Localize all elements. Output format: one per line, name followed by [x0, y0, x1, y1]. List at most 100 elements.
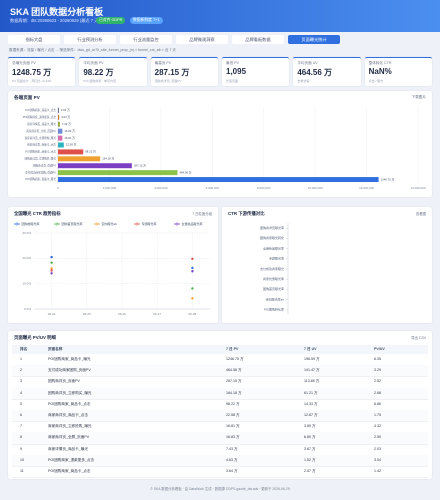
y-tick-label: POI团购商家_退款更多_点击: [23, 115, 57, 119]
table-cell: 11: [20, 469, 24, 473]
table-cell: 商家商详页_立即抢购_曝光: [48, 424, 92, 429]
y-tick-label: POI团购商家_商品卡_点击: [25, 108, 56, 112]
table-cell: 支付成功商家团购_页面PV: [48, 368, 91, 373]
tab[interactable]: 页面曝光统计: [288, 35, 340, 44]
kpi-label: 最低 PV: [226, 61, 239, 65]
table-cell: 98.22 万: [226, 401, 240, 406]
x-tick-label: 06-25: [83, 312, 91, 316]
table-cell: 12.87 万: [304, 413, 318, 417]
chart-action[interactable]: 下载图片: [411, 95, 426, 99]
x-tick-label: 14,000,000: [410, 186, 425, 190]
bar: [58, 177, 379, 183]
y-tick-label: 团购商详页_页面PV: [33, 163, 56, 167]
column-header: 排名: [20, 347, 28, 351]
category-label: 全量新品曝光率: [263, 245, 284, 250]
point: [191, 266, 194, 270]
table-cell: 6.80 万: [304, 435, 316, 440]
chart-title: 全国曝光 CTR 趋势指标: [14, 211, 61, 216]
x-tick-label: 06-26: [118, 312, 126, 316]
table-action[interactable]: 导出 CSV: [411, 336, 426, 340]
bar: [58, 156, 101, 162]
table-cell: 3.29: [374, 368, 381, 373]
x-tick-label: 0: [57, 186, 59, 190]
table-cell: POI团购商家_商品卡_点击: [48, 401, 91, 406]
kpi-value: 98.22 万: [83, 68, 114, 77]
table-cell: POI团购商家_退款更多_点击: [48, 457, 95, 462]
y-tick-label: POI团购商家_商品卡_曝光: [25, 177, 56, 181]
table-cell: 商家详情页_商品卡_曝光: [48, 446, 88, 451]
kpi-value: 1248.75 万: [12, 68, 52, 77]
point: [50, 255, 53, 259]
value-label: 287.15 万: [134, 163, 146, 167]
header: SKA 团队数据分析看板 数据周期：dts:20260623 - 20260629…: [0, 0, 440, 32]
table-cell: 商家商详页_商品卡_点击: [48, 413, 88, 417]
legend-marker: [135, 222, 139, 226]
x-tick-label: 10,000,000: [308, 186, 323, 190]
bar: [58, 142, 64, 148]
point: [191, 270, 194, 273]
panel-action[interactable]: 查看图: [415, 212, 426, 216]
y-tick-label: 20.0%: [22, 256, 31, 260]
header-badge: 数据新鲜度 T+1: [130, 16, 163, 24]
panel: CTR 下游传播对比 查看图 团购商详页曝光率 团购商家曝光转化 全量新品曝光率 专题曝光…: [222, 207, 432, 323]
kpi-label: 平均页面 PV: [83, 61, 104, 65]
kpi-card: 最高页 PV 287.15 万团购商详页_页面PV: [150, 57, 218, 86]
y-tick-label: POI团购商家_商品卡_点击: [25, 150, 56, 154]
x-tick-label: 06-28: [189, 312, 197, 316]
category-label: 支付成功商家曝光: [260, 266, 284, 271]
column-header: 7 日 UV: [304, 347, 317, 351]
bar: [58, 149, 84, 155]
bar: [58, 121, 60, 127]
bar: [58, 107, 59, 113]
table-row: 2 支付成功商家团购_页面PV 464.56 万 141.47 万 3.29: [12, 365, 428, 378]
tab-bar: 指标大盘 行业预测分析 行业流量监控 品牌微观洞察 品牌看板数据 页面曝光统计: [8, 35, 432, 45]
category-label: POI团购转化率: [264, 307, 284, 312]
table-cell: 196.59 万: [304, 357, 320, 361]
table-cell: 141.47 万: [304, 368, 320, 373]
point: [50, 261, 53, 264]
kpi-value: 287.15 万: [154, 68, 190, 77]
tab[interactable]: 行业流量监控: [120, 35, 172, 44]
table-cell: 164.18 万: [226, 390, 242, 395]
point: [50, 272, 53, 275]
filter-text: 数据来源：流量 / 曝光 / 点击 ... 筛选条件：dws_gd_ar70_s…: [9, 48, 176, 52]
value-label: 98.22 万: [85, 150, 96, 154]
legend-marker: [55, 222, 59, 226]
header-title: SKA 团队数据分析看板: [10, 7, 104, 17]
column-header: 页面名称: [48, 347, 63, 351]
y-tick-label: 0.0%: [24, 307, 31, 311]
table-cell: 团购商详页_立即购买_曝光: [48, 390, 92, 395]
tab[interactable]: 品牌看板数据: [232, 35, 284, 44]
tab[interactable]: 行业预测分析: [64, 35, 116, 44]
table-cell: 2.50: [374, 435, 381, 440]
table-cell: 1.52 万: [304, 457, 316, 462]
table-row: 8 商家商详页_全屏_页面PV 16.83 万 6.80 万 2.50: [12, 432, 428, 445]
bar: [58, 163, 132, 169]
x-tick-label: 8,000,000: [257, 186, 271, 190]
table-cell: 1.75: [374, 413, 381, 417]
column-header: 7 日 PV: [226, 347, 239, 351]
table-cell: 14.33 万: [304, 401, 318, 406]
panel: 页面曝光 PV/UV 明细 导出 CSV 排名 页面名称 7 日 PV 7 日 UV PV/…: [8, 331, 432, 479]
tab[interactable]: 指标大盘: [8, 35, 60, 44]
table-cell: 团购商详页_页面PV: [48, 379, 80, 384]
table-cell: 113.89 万: [304, 379, 320, 384]
chart-action[interactable]: 7 日粒度分组: [192, 212, 212, 216]
table-cell: 3.04: [374, 457, 381, 462]
table-cell: 2: [20, 368, 22, 373]
tab[interactable]: 品牌微观洞察: [176, 35, 228, 44]
point: [50, 267, 53, 270]
table-cell: 464.56 万: [226, 368, 242, 373]
category-label: 团购首页曝光率: [263, 286, 284, 291]
category-label: 商家优惠曝光率: [263, 276, 284, 281]
table-cell: 4: [20, 390, 22, 395]
value-label: 16.81 万: [64, 136, 75, 140]
table-cell: 287.15 万: [226, 379, 242, 384]
kpi-note: 去重访客: [297, 79, 310, 83]
x-tick-label: 06-27: [153, 312, 161, 316]
y-tick-label: 30.0%: [22, 231, 31, 235]
kpi-label: 整体转化 CTR: [368, 61, 392, 65]
table-cell: 16.83 万: [226, 435, 240, 440]
table-row: 4 团购商详页_立即购买_曝光 164.18 万 61.21 万 2.68: [12, 387, 428, 400]
value-label: 1246.75 万: [381, 177, 395, 181]
